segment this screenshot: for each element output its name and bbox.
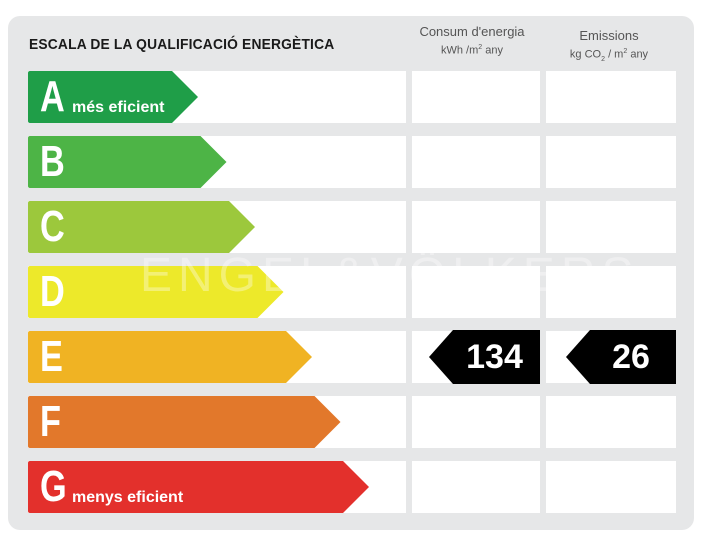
emissions-cell-g [546,461,676,513]
rating-arrow-f: F [28,396,341,448]
emissions-value-marker-text: 26 [612,338,650,376]
consumption-header: Consum d'energia kWh /m2 any [410,24,534,59]
rating-note-g: menys eficient [72,489,184,506]
rating-letter-d: D [40,267,65,316]
rating-letter-e: E [40,332,63,381]
rating-note-a: més eficient [72,99,165,116]
rating-letter-g: G [40,462,67,511]
emissions-cell-a [546,71,676,123]
scale-title: ESCALA DE LA QUALIFICACIÓ ENERGÈTICA [29,36,335,53]
rating-letter-f: F [40,397,61,446]
consumption-cell-f [412,396,540,448]
consumption-cell-c [412,201,540,253]
emissions-header: Emissions kg CO2 / m2 any [544,28,674,68]
consumption-value-marker: 134 [429,330,540,384]
rating-letter-c: C [40,202,65,251]
consumption-unit: kWh /m2 any [441,44,503,57]
rating-arrow-c: C [28,201,255,253]
emissions-label: Emissions [579,28,639,43]
emissions-cell-d [546,266,676,318]
emissions-value-marker: 26 [566,330,676,384]
emissions-cell-b [546,136,676,188]
emissions-cell-c [546,201,676,253]
consumption-cell-b [412,136,540,188]
consumption-label: Consum d'energia [419,24,525,39]
rating-arrow-b: B [28,136,227,188]
rating-letter-a: A [40,72,65,121]
consumption-cell-a [412,71,540,123]
rating-letter-b: B [40,137,65,186]
consumption-cell-d [412,266,540,318]
consumption-value-marker-text: 134 [466,338,523,376]
emissions-unit: kg CO2 / m2 any [569,48,649,63]
rating-arrow-e: E [28,331,312,383]
rating-arrow-d: D [28,266,284,318]
consumption-cell-g [412,461,540,513]
emissions-cell-f [546,396,676,448]
